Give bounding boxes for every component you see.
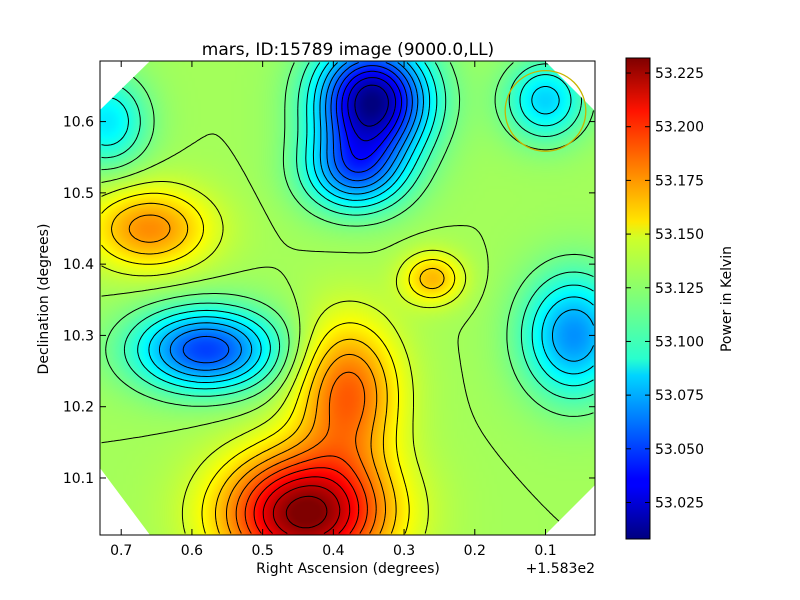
plot-frame: [99, 60, 596, 536]
colorbar-tick-label: 53.150: [655, 227, 704, 243]
chart-title: mars, ID:15789 image (9000.0,LL): [202, 40, 494, 60]
plot-area: 0.7 0.6 0.5 0.4 0.3 0.2 0.1 10.110.210.310.410…: [36, 60, 596, 577]
contour-line: [244, 455, 368, 534]
x-tick-label: 0.3: [393, 543, 415, 559]
x-tick-label: 0.2: [464, 543, 486, 559]
y-tick-label: 10.6: [63, 115, 94, 131]
colorbar-tick-label: 53.200: [655, 120, 704, 136]
colorbar-tick-label: 53.050: [655, 442, 704, 458]
contour-line: [272, 485, 341, 534]
colorbar-tick-label: 53.125: [655, 281, 704, 297]
contour-line: [101, 192, 456, 534]
x-tick-label: 0.6: [181, 543, 203, 559]
y-tick-label: 10.1: [63, 471, 94, 487]
contour-line: [253, 467, 360, 534]
colorbar-label: Power in Kelvin: [719, 246, 735, 352]
contour-line: [262, 476, 351, 534]
contour-line: [182, 62, 413, 364]
contour-line: [354, 84, 389, 127]
x-tick-label: 0.7: [110, 543, 132, 559]
contour-line: [101, 181, 467, 534]
contour-line: [101, 62, 594, 417]
y-tick-label: 10.3: [63, 328, 94, 344]
contour-line: [148, 62, 594, 383]
y-tick-label: 10.5: [63, 186, 94, 202]
colorbar: 53.025 53.050 53.075 53.100 53.125 53.150 53.1…: [625, 57, 735, 540]
contour-lines: [101, 62, 594, 534]
colorbar-ticks: 53.025 53.050 53.075 53.100 53.125 53.150 53.1…: [626, 66, 704, 511]
beam-circle: [504, 69, 587, 152]
x-offset-label: +1.583e2: [526, 561, 595, 577]
colorbar-tick-label: 53.025: [655, 495, 704, 511]
x-tick-label: 0.5: [252, 543, 274, 559]
y-axis: 10.1 10.2 10.3 10.4 10.5 10.6: [63, 115, 595, 487]
contour-line: [341, 70, 403, 161]
contour-line: [169, 62, 419, 371]
contour-line: [285, 495, 328, 529]
colorbar-tick-label: 53.225: [655, 66, 704, 82]
colorbar-tick-label: 53.075: [655, 388, 704, 404]
x-tick-label: 0.4: [322, 543, 344, 559]
y-tick-label: 10.4: [63, 257, 94, 273]
y-axis-label: Declination (degrees): [36, 224, 52, 375]
contour-line: [128, 214, 386, 534]
x-axis-label: Right Ascension (degrees): [256, 561, 440, 577]
y-tick-label: 10.2: [63, 400, 94, 416]
contour-line: [158, 62, 594, 377]
colorbar-tick-label: 53.100: [655, 334, 704, 350]
x-tick-label: 0.1: [534, 543, 556, 559]
contour-line: [101, 133, 573, 534]
colorbar-tick-label: 53.175: [655, 173, 704, 189]
contour-line: [347, 77, 397, 142]
colorbar-gradient: [625, 57, 651, 540]
contour-line: [101, 62, 594, 390]
contour-line: [335, 65, 408, 173]
contour-line: [235, 371, 377, 534]
x-axis: 0.7 0.6 0.5 0.4 0.3 0.2 0.1: [110, 61, 557, 559]
contour-line: [111, 202, 445, 534]
